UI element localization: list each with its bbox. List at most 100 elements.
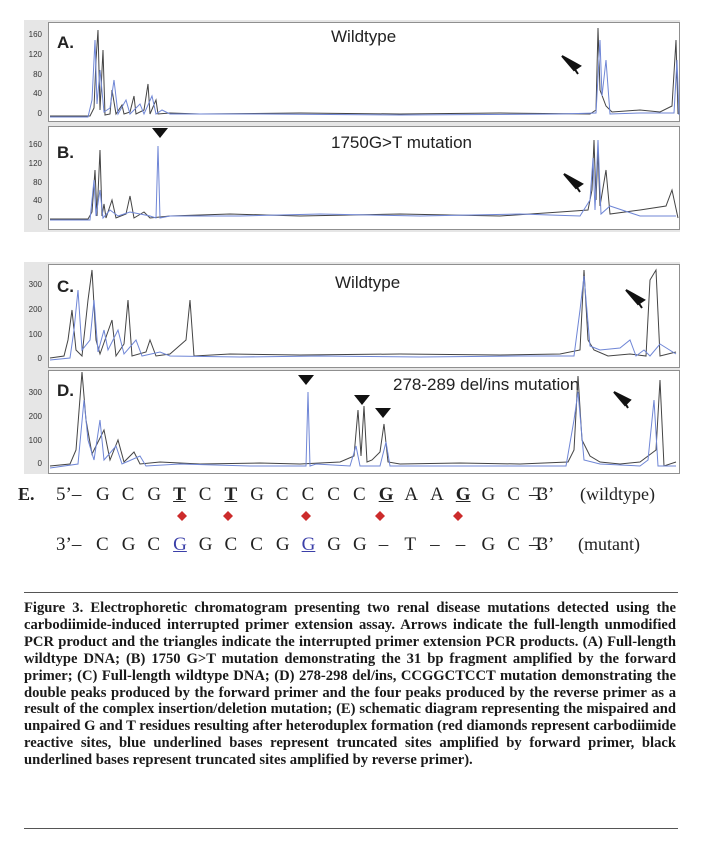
panel-c-tick: 300 [28, 280, 42, 289]
panel-c-trace-dark [49, 268, 677, 359]
bottom-strand-base: G [173, 534, 187, 555]
schematic-top-suffix: –3’ [529, 484, 555, 505]
panel-b: B. 1750G>T mutation [48, 126, 680, 230]
bottom-strand-base: – [455, 534, 466, 555]
panel-b-tick: 0 [37, 213, 42, 222]
top-strand-base: C [121, 484, 135, 505]
panel-d-tick: 0 [37, 459, 42, 468]
reactive-site-diamond [375, 511, 385, 521]
panel-d-triangle-2 [354, 395, 370, 405]
bottom-strand-base: C [507, 534, 520, 555]
top-strand-base: G [96, 484, 110, 505]
bottom-strand-base: G [301, 534, 316, 555]
bottom-strand-base: – [430, 534, 440, 555]
caption-top-rule [24, 592, 678, 593]
bottom-strand-base: – [378, 534, 389, 555]
reactive-site-diamond [177, 511, 187, 521]
panel-c-trace-blue [49, 275, 677, 361]
panel-a-tick: 0 [37, 109, 42, 118]
schematic-label: E. [18, 484, 35, 504]
top-strand-base: C [301, 484, 315, 505]
panel-b-tick: 80 [33, 178, 42, 187]
panel-c-tick: 100 [28, 330, 42, 339]
panel-a-title: Wildtype [331, 27, 397, 46]
top-strand-base: T [532, 484, 545, 505]
panel-d-label: D. [57, 381, 74, 400]
schematic-top-prefix: 5’– [56, 484, 82, 505]
panel-b-arrow [563, 173, 584, 193]
panel-c-arrow [625, 289, 646, 309]
panel-d-trace-dark [49, 371, 677, 467]
panel-a-tick: 80 [33, 70, 42, 79]
top-strand-base: G [481, 484, 496, 505]
panel-d-trace-blue [49, 391, 676, 469]
bottom-strand-base: G [481, 534, 496, 555]
panel-a-tick: 40 [33, 89, 42, 98]
panel-d: D. 278-289 del/ins mutation [48, 370, 680, 474]
reactive-site-diamond [301, 511, 311, 521]
bottom-strand-base: G [275, 534, 290, 555]
top-strand-base: G [250, 484, 264, 505]
panel-a-trace-blue [50, 39, 680, 118]
top-strand-base: T [224, 484, 238, 505]
panel-c-tick: 200 [28, 305, 42, 314]
panel-d-tick: 200 [28, 412, 42, 421]
panel-b-tick: 40 [33, 196, 42, 205]
top-strand-base: C [327, 484, 340, 505]
top-strand-base: C [353, 484, 366, 505]
caption-title: Figure 3. Electrophoretic chromatogram p… [24, 600, 676, 633]
top-strand-base: G [378, 484, 394, 505]
bottom-strand-base: C [96, 534, 109, 555]
panel-b-trace-blue [50, 139, 676, 221]
top-strand-base: G [455, 484, 471, 505]
panel-c-title: Wildtype [335, 273, 401, 292]
bottom-strand-base: T [532, 534, 545, 555]
panel-b-title: 1750G>T mutation [331, 133, 472, 152]
schematic-bottom-note: (mutant) [578, 534, 640, 554]
bottom-strand-base: T [404, 534, 416, 555]
bottom-strand-base: C [250, 534, 263, 555]
bottom-strand-base: G [121, 534, 136, 555]
panel-b-triangle [152, 128, 168, 138]
panel-b-label: B. [57, 143, 74, 162]
panel-d-arrow [613, 391, 632, 409]
figure-caption: Figure 3. Electrophoretic chromatogram p… [24, 600, 676, 769]
top-strand-base: C [507, 484, 520, 505]
bottom-strand-base: G [353, 534, 367, 555]
caption-body: Arrows indicate the full-length unmodifi… [24, 616, 676, 769]
panel-c-tick: 0 [37, 354, 42, 363]
schematic-bottom-suffix: –3’ [529, 534, 555, 555]
schematic-bottom-strand: C G C G G C C G G G G – T – – G C T [96, 534, 546, 558]
bottom-strand-base: C [224, 534, 238, 555]
panel-a-arrow [561, 55, 582, 75]
panel-d-title: 278-289 del/ins mutation [393, 375, 580, 394]
panel-d-tick: 300 [28, 388, 42, 397]
caption-bottom-rule [24, 828, 678, 829]
panel-b-tick: 160 [28, 140, 42, 149]
panel-a-label: A. [57, 33, 74, 52]
schematic-top-note: (wildtype) [580, 484, 655, 504]
top-strand-base: A [430, 484, 444, 505]
panel-a-trace-dark [50, 27, 679, 117]
top-strand-base: C [198, 484, 212, 505]
panel-a-tick: 120 [28, 50, 42, 59]
top-strand-base: G [147, 484, 162, 505]
top-strand-base: T [173, 484, 186, 505]
reactive-site-diamond [453, 511, 463, 521]
panel-b-tick: 120 [28, 159, 42, 168]
panel-c-label: C. [57, 277, 74, 296]
bottom-strand-base: C [147, 534, 161, 555]
top-strand-base: A [404, 484, 419, 505]
bottom-strand-base: G [327, 534, 342, 555]
bottom-strand-base: G [198, 534, 213, 555]
panel-d-triangle-1 [298, 375, 314, 385]
reactive-site-diamond [223, 511, 233, 521]
panel-d-triangle-3 [375, 408, 391, 418]
schematic-bottom-prefix: 3’– [56, 534, 82, 555]
panel-a-tick: 160 [28, 30, 42, 39]
top-strand-base: C [275, 484, 289, 505]
panel-d-tick: 100 [28, 436, 42, 445]
